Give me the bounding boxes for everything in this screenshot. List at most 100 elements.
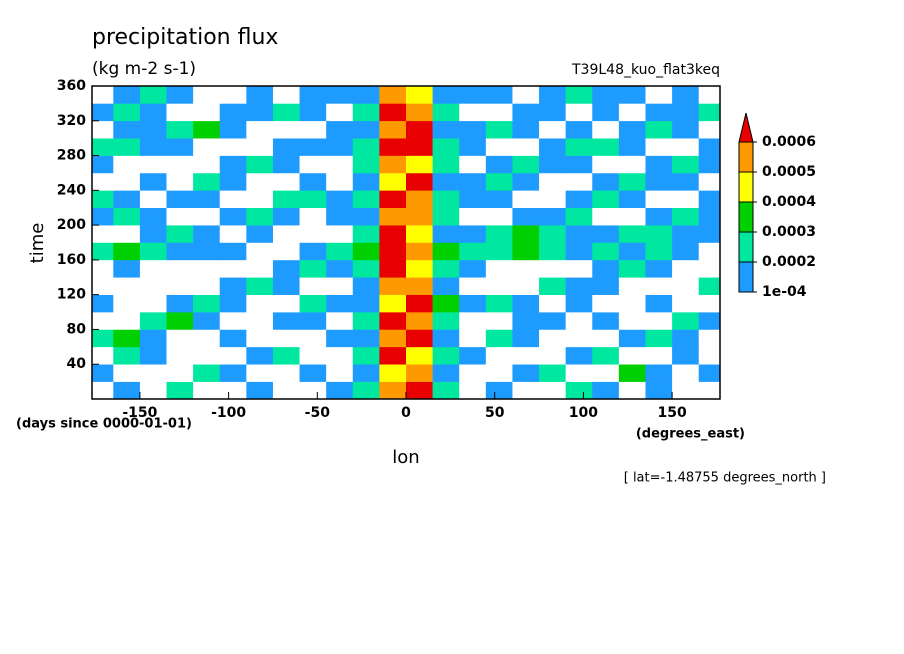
field-cell <box>193 86 221 104</box>
field-cell <box>565 259 593 278</box>
field-cell <box>139 312 167 330</box>
field-cell <box>113 294 141 313</box>
field-cell <box>166 242 194 261</box>
field-cell <box>272 364 300 382</box>
field-cell <box>92 86 114 104</box>
field-cell <box>193 190 221 209</box>
field-cell <box>459 312 487 330</box>
field-cell <box>272 86 300 104</box>
field-cell <box>645 312 673 330</box>
field-cell <box>539 294 566 313</box>
field-cell <box>219 155 247 174</box>
field-cell <box>406 190 433 209</box>
field-cell <box>299 103 327 122</box>
field-cell <box>459 364 487 382</box>
field-cell <box>459 172 487 191</box>
field-cell <box>432 86 460 104</box>
field-cell <box>618 259 646 278</box>
field-cell <box>565 207 593 226</box>
colorbar-box <box>738 261 754 293</box>
field-cell <box>352 155 380 174</box>
field-cell <box>193 312 221 330</box>
field-cell <box>113 242 141 261</box>
field-cell <box>92 259 114 278</box>
field-cell <box>379 242 407 261</box>
field-cell <box>326 294 354 313</box>
field-cell <box>379 103 407 122</box>
field-cell <box>432 138 460 156</box>
field-cell <box>618 294 646 313</box>
field-cell <box>565 103 593 122</box>
field-cell <box>139 242 167 261</box>
field-cell <box>485 190 513 209</box>
field-cell <box>459 381 487 399</box>
field-cell <box>92 103 114 122</box>
field-cell <box>113 364 141 382</box>
y-tick-label: 240 <box>57 182 86 198</box>
field-cell <box>485 225 513 243</box>
field-cell <box>432 277 460 295</box>
field-cell <box>139 207 167 226</box>
field-cell <box>166 103 194 122</box>
field-cell <box>539 242 566 261</box>
field-cell <box>113 155 141 174</box>
field-cell <box>512 242 540 261</box>
field-cell <box>92 381 114 399</box>
field-cell <box>326 277 354 295</box>
field-cell <box>299 138 327 156</box>
field-cell <box>379 346 407 365</box>
field-cell <box>485 312 513 330</box>
field-cell <box>246 172 274 191</box>
field-cell <box>698 312 720 330</box>
field-cell <box>113 207 141 226</box>
field-cell <box>139 172 167 191</box>
field-cell <box>565 346 593 365</box>
field-cell <box>539 190 566 209</box>
field-cell <box>166 172 194 191</box>
field-cell <box>379 120 407 139</box>
field-cell <box>139 277 167 295</box>
field-cell <box>645 190 673 209</box>
field-cell <box>672 120 700 139</box>
field-cell <box>565 294 593 313</box>
field-cell <box>512 225 540 243</box>
field-cell <box>698 172 720 191</box>
field-cell <box>406 346 433 365</box>
field-cell <box>698 381 720 399</box>
field-cell <box>139 155 167 174</box>
field-cell <box>193 346 221 365</box>
field-cell <box>379 190 407 209</box>
field-cell <box>512 155 540 174</box>
field-cell <box>432 364 460 382</box>
field-cell <box>139 190 167 209</box>
field-cell <box>193 329 221 348</box>
field-cell <box>618 381 646 399</box>
field-cell <box>539 120 566 139</box>
field-cell <box>219 86 247 104</box>
field-cell <box>459 242 487 261</box>
field-cell <box>246 381 274 399</box>
field-cell <box>698 155 720 174</box>
x-tick-label: -50 <box>305 405 331 421</box>
field-cell <box>459 329 487 348</box>
field-cell <box>92 277 114 295</box>
field-cell <box>379 172 407 191</box>
field-cell <box>326 259 354 278</box>
colorbar-box <box>738 141 754 173</box>
field-cell <box>139 259 167 278</box>
field-cell <box>299 381 327 399</box>
field-cell <box>618 346 646 365</box>
field-cell <box>698 329 720 348</box>
field-cell <box>539 259 566 278</box>
field-cell <box>379 259 407 278</box>
y-tick-label: 320 <box>57 113 86 129</box>
field-cell <box>592 346 620 365</box>
field-cell <box>299 207 327 226</box>
field-cell <box>272 242 300 261</box>
field-cell <box>246 294 274 313</box>
field-cell <box>539 207 566 226</box>
field-cell <box>219 346 247 365</box>
field-cell <box>246 259 274 278</box>
field-cell <box>592 381 620 399</box>
